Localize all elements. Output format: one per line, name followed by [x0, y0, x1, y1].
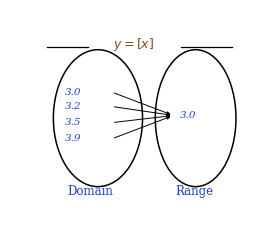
- Text: $y = [x]$: $y = [x]$: [113, 36, 155, 53]
- Text: 3.2: 3.2: [65, 102, 82, 111]
- Text: Range: Range: [176, 185, 214, 198]
- Text: 3.0: 3.0: [180, 111, 196, 120]
- Text: Domain: Domain: [68, 185, 113, 198]
- Text: 3.9: 3.9: [65, 134, 82, 143]
- Text: 3.5: 3.5: [65, 118, 82, 127]
- Text: 3.0: 3.0: [65, 88, 82, 97]
